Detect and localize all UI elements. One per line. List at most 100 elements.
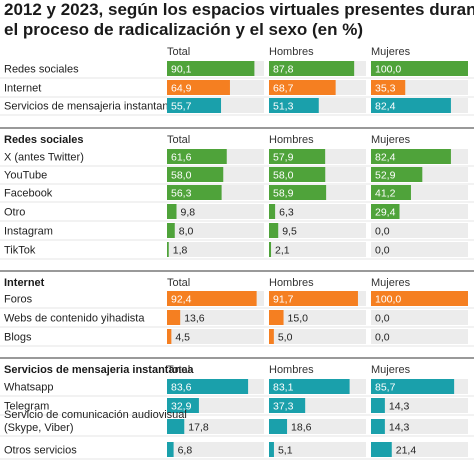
bar: [269, 442, 274, 457]
column-header: Mujeres: [371, 364, 411, 376]
bar: [167, 291, 257, 306]
bar: [269, 398, 306, 413]
value-label: 56,3: [171, 188, 192, 200]
column-header: Mujeres: [371, 277, 411, 289]
column-header: Hombres: [269, 134, 314, 146]
value-label: 64,9: [171, 83, 192, 95]
bar: [371, 98, 451, 113]
value-label: 6,3: [279, 207, 294, 219]
value-label: 0,0: [375, 332, 390, 344]
bar: [167, 98, 222, 113]
bar: [167, 329, 172, 344]
value-label: 55,7: [171, 101, 192, 113]
row-label: YouTube: [4, 170, 47, 182]
bar: [371, 167, 423, 182]
row-label: X (antes Twitter): [4, 152, 84, 164]
row-label: Otros servicios: [4, 445, 77, 457]
bar-track: [269, 242, 366, 257]
value-label: 82,4: [375, 152, 396, 164]
column-header: Mujeres: [371, 46, 411, 58]
row-label: Servicio de comunicación audiovisual (Sky…: [4, 409, 187, 434]
bar-track: [167, 310, 264, 325]
bar: [167, 223, 175, 238]
bar: [371, 61, 468, 76]
bar-track: [167, 442, 264, 457]
bar-track: [269, 223, 366, 238]
bar: [167, 185, 222, 200]
column-header: Hombres: [269, 277, 314, 289]
bar-track: [371, 223, 468, 238]
bar: [269, 80, 336, 95]
column-header: Hombres: [269, 46, 314, 58]
value-label: 91,7: [273, 294, 294, 306]
row-label: Internet: [4, 83, 41, 95]
bar-track: [269, 310, 366, 325]
column-header: Hombres: [269, 364, 314, 376]
bar: [167, 80, 230, 95]
bar-track: [167, 204, 264, 219]
value-label: 100,0: [375, 294, 401, 306]
bar: [371, 204, 400, 219]
value-label: 87,8: [273, 64, 294, 76]
bar: [371, 442, 392, 457]
value-label: 68,7: [273, 83, 294, 95]
bar-track: [269, 442, 366, 457]
section-heading: Servicios de mensajeria instantanea: [4, 364, 194, 376]
bar: [269, 61, 355, 76]
bar: [371, 80, 406, 95]
value-label: 85,7: [375, 382, 396, 394]
value-label: 92,4: [171, 294, 192, 306]
bar: [167, 419, 185, 434]
value-label: 17,8: [188, 422, 209, 434]
section-heading: Internet: [4, 277, 45, 289]
bar-track: [167, 223, 264, 238]
value-label: 51,3: [273, 101, 294, 113]
bar: [269, 167, 326, 182]
row-label: Facebook: [4, 188, 53, 200]
bar: [269, 329, 274, 344]
bar: [167, 442, 174, 457]
value-label: 83,6: [171, 382, 192, 394]
value-label: 100,0: [375, 64, 401, 76]
bar: [371, 419, 385, 434]
bar: [269, 204, 276, 219]
value-label: 2,1: [275, 245, 290, 257]
bar-track: [269, 329, 366, 344]
bar: [167, 242, 169, 257]
value-label: 9,5: [282, 226, 297, 238]
value-label: 5,1: [278, 445, 293, 457]
value-label: 58,9: [273, 188, 294, 200]
bar: [167, 398, 199, 413]
value-label: 90,1: [171, 64, 192, 76]
bar: [269, 242, 272, 257]
value-label: 14,3: [389, 401, 410, 413]
bar: [371, 185, 411, 200]
bar-track: [269, 204, 366, 219]
value-label: 1,8: [173, 245, 188, 257]
bar: [269, 223, 279, 238]
bar-track: [167, 242, 264, 257]
value-label: 83,1: [273, 382, 294, 394]
bar: [371, 379, 455, 394]
value-label: 4,5: [175, 332, 190, 344]
bar: [167, 204, 177, 219]
column-header: Total: [167, 364, 190, 376]
value-label: 0,0: [375, 226, 390, 238]
bar: [269, 185, 327, 200]
column-header: Total: [167, 46, 190, 58]
value-label: 82,4: [375, 101, 396, 113]
column-header: Mujeres: [371, 134, 411, 146]
chart-title: 2012 y 2023, según los espacios virtuale…: [4, 0, 474, 40]
value-label: 41,2: [375, 188, 396, 200]
bar-track: [371, 419, 468, 434]
row-label: Redes sociales: [4, 64, 79, 76]
bar: [269, 98, 319, 113]
row-label: Otro: [4, 207, 25, 219]
bar: [269, 419, 288, 434]
value-label: 13,6: [184, 313, 205, 325]
bar: [167, 149, 227, 164]
section-heading: Redes sociales: [4, 134, 84, 146]
bar-track: [269, 419, 366, 434]
bar: [371, 398, 385, 413]
